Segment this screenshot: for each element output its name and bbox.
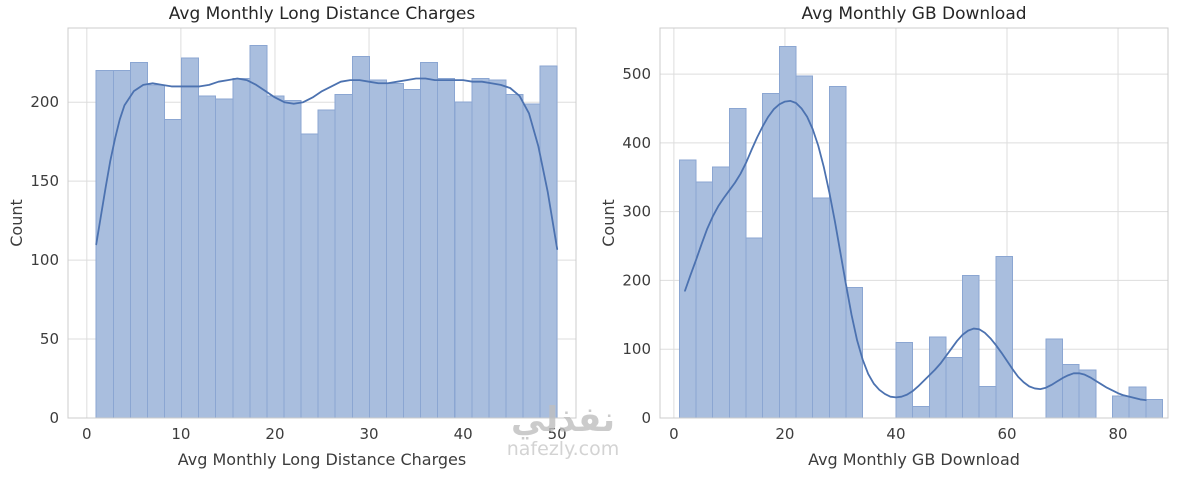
histogram-bar: [695, 181, 714, 419]
histogram-bar: [928, 336, 947, 419]
histogram-bar: [249, 44, 268, 419]
histogram-bar: [1111, 395, 1130, 419]
y-axis-label: Count: [7, 199, 26, 247]
histogram-bar: [762, 92, 780, 419]
histogram-bar: [454, 101, 473, 419]
histogram-bar: [539, 65, 558, 419]
histogram-bar: [795, 75, 814, 419]
svg-text:50: 50: [548, 425, 567, 443]
svg-text:40: 40: [886, 425, 905, 443]
histogram-bar: [437, 78, 456, 419]
histogram-bar: [420, 62, 439, 419]
histogram-bar: [317, 109, 336, 419]
histogram-bar: [488, 79, 507, 419]
x-axis-label: Avg Monthly Long Distance Charges: [178, 450, 466, 469]
histogram-bar: [1128, 386, 1147, 419]
svg-text:100: 100: [30, 251, 59, 269]
histogram-bar: [198, 95, 217, 419]
svg-text:50: 50: [40, 330, 59, 348]
y-axis-label: Count: [599, 199, 618, 247]
svg-text:100: 100: [622, 340, 651, 358]
histogram-bar: [471, 78, 490, 419]
long-distance-histogram-chart: 0 10 20 30 40 50 0 50 100 150 200 Avg Monthly Long …: [7, 4, 577, 469]
histogram-bar: [266, 95, 285, 419]
plot-border: [67, 27, 577, 419]
svg-text:20: 20: [775, 425, 794, 443]
histogram-bar: [912, 405, 930, 419]
chart-title: Avg Monthly GB Download: [801, 4, 1026, 24]
histogram-bar: [232, 78, 251, 419]
histogram-bar: [368, 79, 387, 419]
plot-border: [659, 27, 1169, 419]
histogram-bar: [728, 107, 747, 419]
histogram-bar: [283, 100, 302, 419]
svg-text:10: 10: [171, 425, 190, 443]
histogram-bar: [678, 159, 697, 419]
histogram-bar: [129, 62, 148, 419]
histogram-bar: [712, 166, 730, 419]
x-tick-labels: 0 10 20 30 40 50: [82, 425, 567, 443]
histogram-bar: [962, 275, 980, 419]
histogram-bar: [895, 341, 914, 419]
histogram-bar: [112, 70, 131, 419]
histogram-bar: [146, 84, 166, 419]
svg-text:30: 30: [359, 425, 378, 443]
svg-text:40: 40: [454, 425, 473, 443]
histogram-bar: [403, 89, 422, 419]
histogram-bar: [1078, 369, 1097, 419]
gb-download-histogram-chart: 0 20 40 60 80 0 100 200 300 400 500 Avg Monthly GB …: [599, 4, 1169, 469]
histogram-bar: [215, 98, 234, 419]
x-tick-labels: 0 20 40 60 80: [669, 425, 1127, 443]
kde-curve: [684, 100, 1147, 402]
histogram-bar: [385, 82, 405, 419]
svg-text:0: 0: [82, 425, 92, 443]
histogram-bar: [522, 103, 541, 419]
histogram-bar: [300, 133, 319, 419]
svg-text:150: 150: [30, 172, 59, 190]
svg-text:400: 400: [622, 134, 651, 152]
svg-text:80: 80: [1108, 425, 1127, 443]
svg-text:200: 200: [30, 93, 59, 111]
histogram-bar: [334, 93, 353, 419]
svg-text:500: 500: [622, 65, 651, 83]
svg-text:0: 0: [49, 409, 59, 427]
histogram-bar: [505, 93, 524, 419]
svg-text:200: 200: [622, 271, 651, 289]
histogram-bars: [95, 44, 558, 419]
svg-text:0: 0: [641, 409, 651, 427]
x-axis-label: Avg Monthly GB Download: [808, 450, 1020, 469]
y-tick-labels: 0 50 100 150 200: [30, 93, 59, 427]
histogram-bar: [351, 55, 370, 419]
svg-text:60: 60: [997, 425, 1016, 443]
histogram-bar: [978, 385, 997, 419]
histogram-bar: [995, 255, 1014, 419]
chart-title: Avg Monthly Long Distance Charges: [169, 4, 476, 24]
histogram-bar: [828, 85, 847, 419]
histogram-bar: [1045, 338, 1064, 419]
histogram-bars: [678, 46, 1163, 419]
histogram-bar: [945, 356, 964, 419]
histogram-bar: [1145, 398, 1163, 419]
svg-text:20: 20: [265, 425, 284, 443]
histogram-bar: [812, 197, 830, 419]
histogram-bar: [745, 237, 764, 419]
histogram-bar: [181, 57, 200, 419]
svg-text:300: 300: [622, 203, 651, 221]
y-tick-labels: 0 100 200 300 400 500: [622, 65, 651, 427]
histogram-bar: [95, 70, 114, 419]
svg-text:0: 0: [669, 425, 679, 443]
histogram-bar: [164, 119, 183, 419]
kde-curve: [95, 77, 559, 250]
